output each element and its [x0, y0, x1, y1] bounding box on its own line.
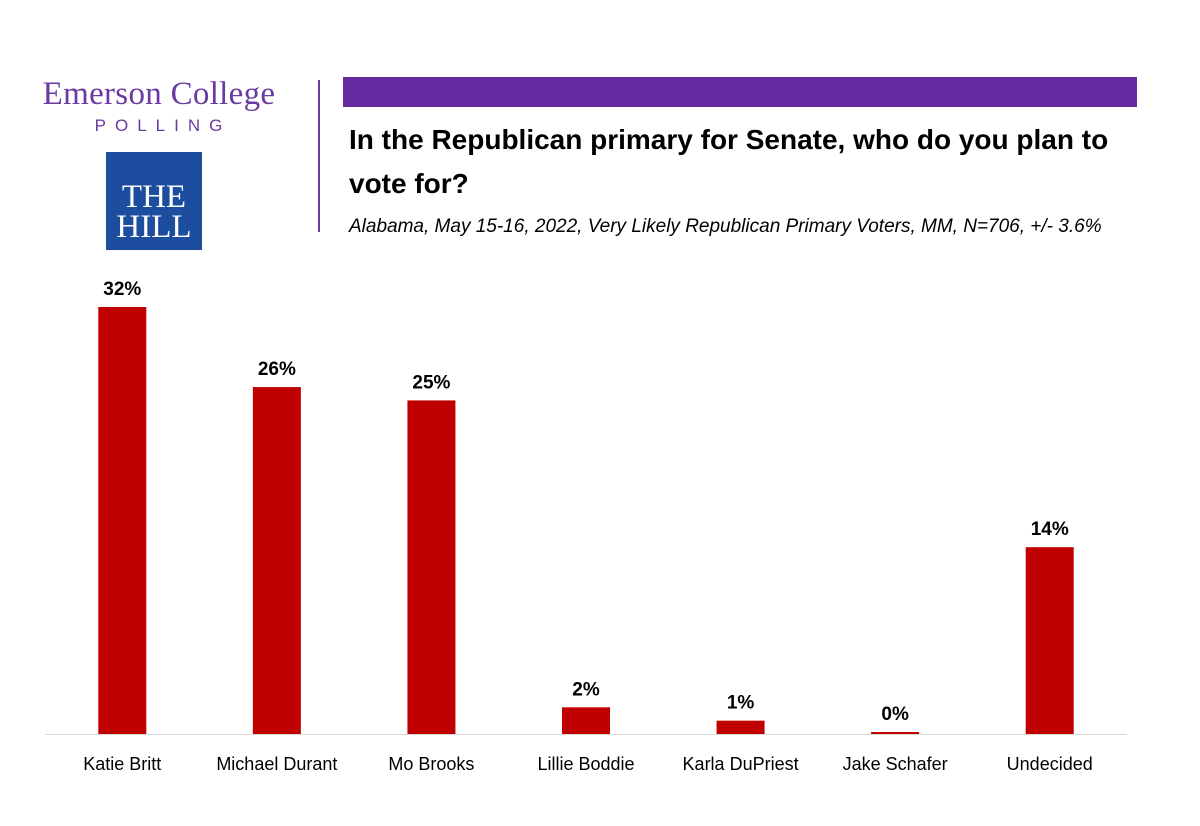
- bar-jake-schafer: [871, 732, 920, 734]
- bar-katie-britt: [98, 307, 147, 734]
- category-label: Karla DuPriest: [683, 754, 799, 774]
- category-label: Michael Durant: [216, 754, 337, 774]
- category-label: Undecided: [1007, 754, 1093, 774]
- bar-mo-brooks: [407, 400, 456, 734]
- bar-undecided: [1025, 547, 1074, 734]
- data-label: 2%: [572, 679, 600, 700]
- data-label: 32%: [103, 279, 141, 300]
- chart-title: In the Republican primary for Senate, wh…: [349, 124, 1109, 199]
- data-label: 0%: [881, 704, 909, 725]
- bar-lillie-boddie: [562, 707, 610, 734]
- the-hill-logo: THE HILL: [106, 152, 202, 250]
- brand-name: Emerson College: [42, 76, 276, 112]
- category-label: Jake Schafer: [843, 754, 948, 774]
- data-label: 26%: [258, 359, 296, 380]
- data-label: 14%: [1031, 519, 1069, 540]
- header-accent-bar: [343, 77, 1137, 107]
- emerson-college-polling-logo: Emerson College POLLING: [0, 70, 318, 136]
- category-label: Lillie Boddie: [537, 754, 634, 774]
- partner-logo-line-2: HILL: [116, 209, 192, 245]
- bar-karla-dupriest: [716, 720, 765, 734]
- category-label: Mo Brooks: [388, 754, 474, 774]
- data-label: 25%: [412, 372, 450, 393]
- chart-subtitle: Alabama, May 15-16, 2022, Very Likely Re…: [349, 216, 1102, 237]
- header-divider: [318, 80, 320, 232]
- bar-michael-durant: [252, 387, 301, 734]
- partner-logo-line-1: THE: [121, 179, 187, 215]
- data-label: 1%: [727, 693, 755, 714]
- category-label: Katie Britt: [83, 754, 161, 774]
- brand-subtitle: POLLING: [94, 116, 232, 136]
